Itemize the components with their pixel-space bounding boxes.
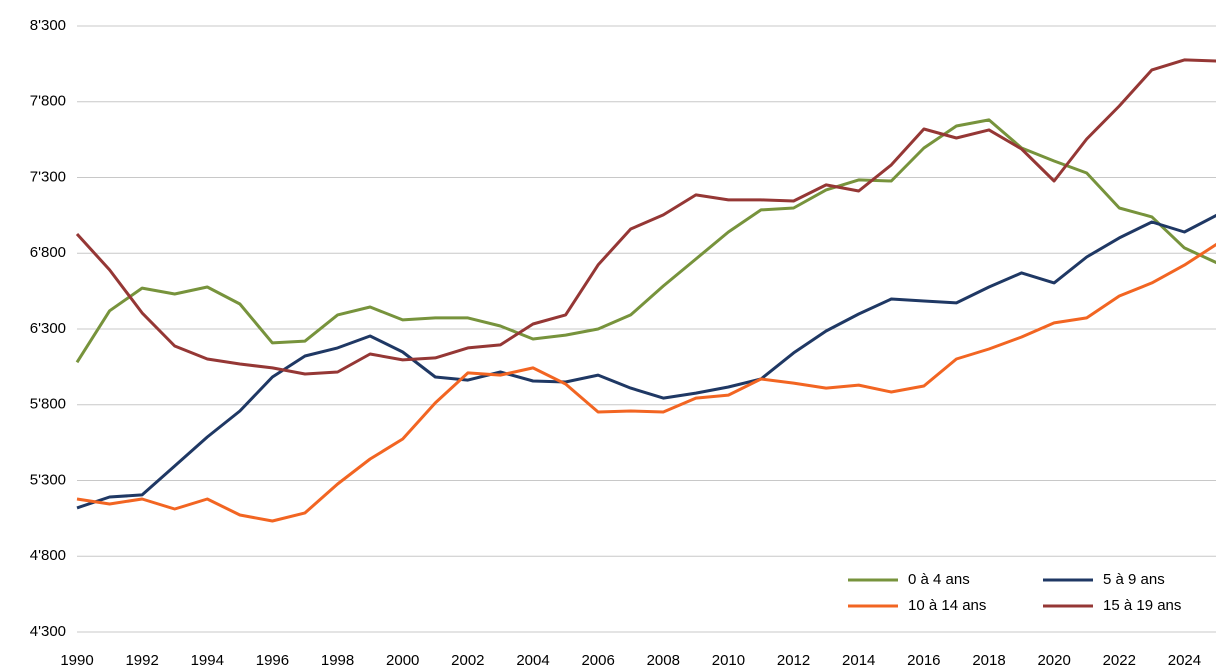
series-line — [76, 213, 1216, 510]
x-tick-label: 1998 — [321, 652, 354, 669]
legend-label: 15 à 19 ans — [1103, 597, 1181, 614]
x-tick-label: 1994 — [191, 652, 224, 669]
x-tick-label: 2012 — [777, 652, 810, 669]
x-tick-label: 2002 — [451, 652, 484, 669]
y-tick-label: 5'800 — [30, 396, 66, 413]
x-tick-label: 2024 — [1168, 652, 1201, 669]
y-tick-label: 4'300 — [30, 623, 66, 640]
series-line — [75, 118, 1216, 364]
x-tick-label: 2014 — [842, 652, 875, 669]
x-tick-label: 2018 — [972, 652, 1005, 669]
y-tick-label: 6'800 — [30, 244, 66, 261]
x-tick-label: 2008 — [647, 652, 680, 669]
legend-label: 10 à 14 ans — [908, 597, 986, 614]
legend-label: 0 à 4 ans — [908, 571, 970, 588]
y-tick-label: 4'800 — [30, 547, 66, 564]
x-tick-label: 2000 — [386, 652, 419, 669]
y-tick-label: 5'300 — [30, 471, 66, 488]
x-tick-label: 2006 — [581, 652, 614, 669]
legend-label: 5 à 9 ans — [1103, 571, 1165, 588]
y-tick-label: 8'300 — [30, 17, 66, 34]
series-line — [76, 242, 1216, 523]
y-tick-label: 7'300 — [30, 168, 66, 185]
x-tick-label: 2020 — [1037, 652, 1070, 669]
x-tick-label: 1996 — [256, 652, 289, 669]
x-tick-label: 2016 — [907, 652, 940, 669]
y-tick-label: 6'300 — [30, 320, 66, 337]
x-tick-label: 2004 — [516, 652, 549, 669]
x-tick-label: 2022 — [1103, 652, 1136, 669]
y-tick-label: 7'800 — [30, 93, 66, 110]
x-tick-label: 1990 — [60, 652, 93, 669]
x-tick-label: 2010 — [712, 652, 745, 669]
x-tick-label: 1992 — [125, 652, 158, 669]
series-line — [75, 58, 1216, 376]
